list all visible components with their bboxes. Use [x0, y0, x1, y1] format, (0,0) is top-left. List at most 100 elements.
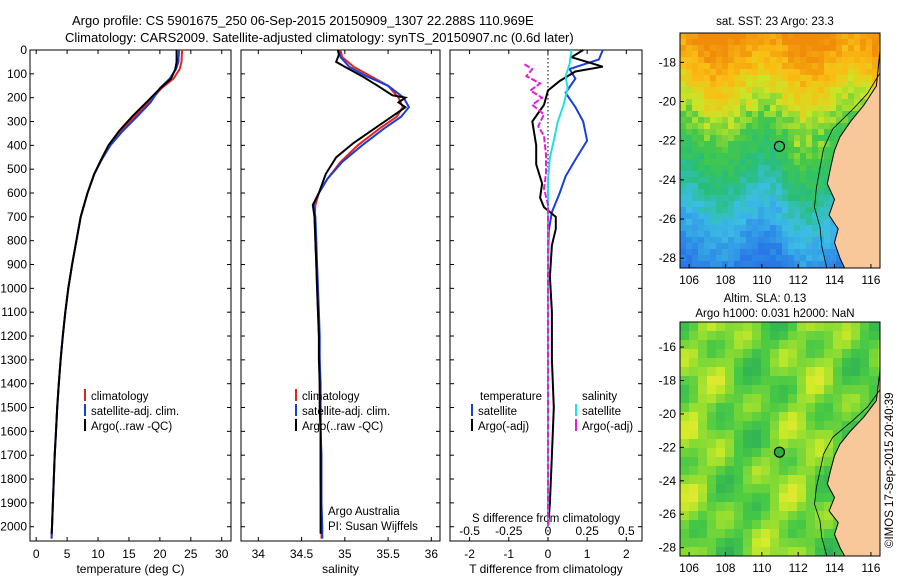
- y-tick-label: -26: [659, 212, 677, 226]
- y-tick-label: 600: [7, 186, 27, 200]
- x-tick-label: 106: [679, 561, 699, 575]
- legend-label: Argo(-adj): [582, 421, 633, 433]
- imos-stamp: ©IMOS 17-Sep-2015 20:40:39: [884, 392, 896, 548]
- map-field: [680, 33, 880, 268]
- header-line2: Climatology: CARS2009. Satellite-adjuste…: [65, 30, 574, 45]
- argo-australia-label: Argo Australia: [328, 506, 400, 518]
- panel-salinity: 34 34.5 35 35.5 36 salinity climatology satelli…: [240, 49, 441, 576]
- x-tick-label: 1: [584, 547, 591, 561]
- legend-label: satellite: [478, 406, 517, 418]
- y-tick-label: 1300: [0, 353, 27, 367]
- y-tick-label: 2000: [0, 520, 27, 534]
- legend-title: temperature: [480, 391, 542, 403]
- legend-title: salinity: [582, 391, 617, 403]
- x-axis-label: salinity: [322, 562, 359, 576]
- plot-frame: [29, 49, 232, 542]
- y-tick-label: -18: [659, 374, 677, 388]
- x-tick-label: 116: [861, 273, 880, 287]
- series-line-argo-raw-qc-: [311, 49, 408, 534]
- legend-label: satellite-adj. clim.: [302, 406, 390, 418]
- legend-label: climatology: [91, 391, 149, 403]
- x-tick-label: 110: [752, 561, 771, 575]
- y-tick-label: -28: [659, 251, 677, 265]
- legend-label: Argo(..raw -QC): [91, 421, 172, 433]
- x-tick-label: 112: [789, 561, 808, 575]
- x-tick-label: 112: [789, 273, 808, 287]
- panel-sla-map: 106 108 110 112 114 116 -16 -18 -20 -22 -24 -26 -28 A…: [659, 293, 881, 575]
- map-frame: [679, 32, 881, 269]
- y-tick-label: 0: [20, 43, 27, 57]
- plot-frame: [449, 49, 643, 542]
- legend-label: Argo(..raw -QC): [302, 421, 383, 433]
- x-tick-label: 35: [338, 547, 352, 561]
- y-tick-label: 900: [7, 258, 27, 272]
- x2-tick-label: -0.5: [459, 524, 480, 538]
- x-tick-label: -2: [464, 547, 475, 561]
- x-tick-label: 36: [425, 547, 439, 561]
- x-axis-label: T difference from climatology: [469, 562, 623, 576]
- map-title: Altim. SLA: 0.13: [724, 293, 806, 305]
- x-tick-label: 114: [825, 561, 844, 575]
- y-tick-label: 800: [7, 234, 27, 248]
- y-tick-label: 1100: [1, 305, 27, 319]
- map-subtitle: Argo h1000: 0.031 h2000: NaN: [695, 308, 854, 320]
- x-tick-label: 34: [252, 547, 266, 561]
- y-tick-label: 1200: [0, 329, 27, 343]
- y-tick-label: -18: [659, 55, 677, 69]
- y-tick-label: -22: [659, 440, 677, 454]
- y-tick-label: -22: [659, 134, 677, 148]
- x-tick-label: 114: [825, 273, 844, 287]
- y-tick-label: -20: [659, 407, 677, 421]
- panel-sst-map: 106 108 110 112 114 116 -18 -20 -22 -24 -26 -28 sat.…: [659, 16, 881, 287]
- y-tick-label: 200: [7, 91, 27, 105]
- x2-axis-label: S difference from climatology: [472, 513, 620, 525]
- header-line1: Argo profile: CS 5901675_250 06-Sep-2015…: [72, 13, 534, 28]
- y-tick-label: 400: [7, 138, 27, 152]
- panel-temperature: 0 5 10 15 20 25 300100200300400500600700800900…: [0, 43, 232, 576]
- y-tick-label: 1000: [0, 281, 27, 295]
- argo-float-marker: [773, 140, 786, 152]
- land: [826, 45, 880, 268]
- x2-tick-label: -0.25: [495, 524, 523, 538]
- land: [826, 366, 880, 556]
- x-tick-label: 20: [153, 547, 167, 561]
- y-tick-label: 1700: [0, 448, 27, 462]
- y-tick-label: 100: [7, 67, 27, 81]
- x-tick-label: 5: [64, 547, 71, 561]
- y-tick-label: -26: [659, 507, 677, 521]
- x-tick-label: 116: [861, 561, 880, 575]
- x-tick-label: 108: [715, 273, 735, 287]
- contour-line: [814, 389, 880, 556]
- contour-line: [814, 72, 880, 268]
- argo-float-marker: [773, 446, 786, 458]
- x-tick-label: 30: [215, 547, 229, 561]
- y-tick-label: 1800: [0, 472, 27, 486]
- y-tick-label: 500: [7, 162, 27, 176]
- y-tick-label: 700: [7, 210, 27, 224]
- y-tick-label: -16: [659, 340, 677, 354]
- map-title: sat. SST: 23 Argo: 23.3: [716, 16, 834, 28]
- y-tick-label: 1600: [0, 424, 27, 438]
- x-tick-label: 35.5: [376, 547, 400, 561]
- y-tick-label: -20: [659, 95, 677, 109]
- y-tick-label: -28: [659, 541, 677, 555]
- x-tick-label: 0: [33, 547, 40, 561]
- y-tick-label: 1500: [0, 401, 27, 415]
- x-tick-label: 34.5: [290, 547, 314, 561]
- legend-label: satellite-adj. clim.: [91, 406, 179, 418]
- legend-label: Argo(-adj): [478, 421, 529, 433]
- x2-tick-label: 0.25: [575, 524, 599, 538]
- series-line-s-argo-adj-: [523, 63, 549, 527]
- legend-label: climatology: [302, 391, 360, 403]
- y-tick-label: 1400: [0, 377, 27, 391]
- x-tick-label: 2: [623, 547, 630, 561]
- x2-tick-label: 0.5: [618, 524, 635, 538]
- y-tick-label: 1900: [0, 496, 27, 510]
- x-tick-label: 10: [91, 547, 105, 561]
- map-frame: [679, 321, 881, 557]
- x-tick-label: 15: [122, 547, 136, 561]
- plot-frame: [240, 49, 441, 542]
- legend-label: satellite: [582, 406, 621, 418]
